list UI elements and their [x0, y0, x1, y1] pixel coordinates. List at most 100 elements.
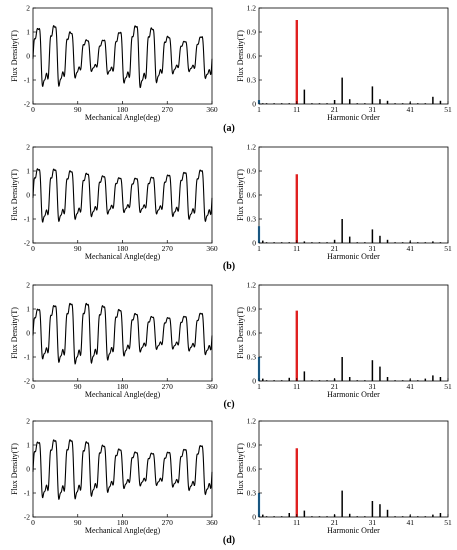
- waveform-0-xtick-label: 360: [206, 105, 218, 114]
- waveform-2-waveform-line: [32, 302, 213, 365]
- harmonic-1-ytick-label: 0.6: [247, 191, 257, 200]
- waveform-1-ytick-label: 2: [26, 143, 30, 152]
- harmonic-0-xlabel: Harmonic Order: [327, 113, 380, 122]
- harmonic-2-ytick-label: 1.2: [247, 281, 257, 290]
- harmonic-3-xtick-label: 1: [257, 518, 261, 527]
- harmonic-1-ytick-label: 0.9: [247, 167, 257, 176]
- panel-label: (d): [223, 535, 235, 546]
- harmonic-3-ytick-label: 1.2: [247, 417, 257, 426]
- waveform-2-ytick-label: 1: [26, 305, 30, 314]
- waveform-0-ytick-label: 0: [26, 52, 30, 61]
- harmonic-3-xtick-label: 31: [369, 518, 377, 527]
- panel-label: (b): [223, 261, 235, 272]
- harmonic-0-xtick-label: 11: [293, 105, 300, 114]
- harmonic-0-ytick-label: 0: [252, 100, 256, 109]
- waveform-1-xlabel: Mechanical Angle(deg): [85, 252, 161, 261]
- waveform-2-ytick-label: 2: [26, 281, 30, 290]
- waveform-0-waveform-line: [32, 24, 213, 89]
- harmonic-2-xtick-label: 51: [444, 382, 452, 391]
- harmonic-2-xtick-label: 31: [369, 382, 377, 391]
- waveform-0-ytick-label: -2: [24, 100, 30, 109]
- waveform-2-xtick-label: 0: [31, 382, 35, 391]
- harmonic-0-xtick-label: 41: [406, 105, 414, 114]
- harmonic-2-xtick-label: 21: [331, 382, 339, 391]
- harmonic-3-ylabel: Flux Density(T): [236, 443, 245, 495]
- harmonic-1-xtick-label: 41: [406, 244, 414, 253]
- harmonic-1-xlabel: Harmonic Order: [327, 252, 380, 261]
- waveform-2-xtick-label: 270: [162, 382, 174, 391]
- harmonic-0-ytick-label: 0.9: [247, 28, 257, 37]
- waveform-3-ytick-label: -1: [24, 489, 30, 498]
- waveform-2-ytick-label: -1: [24, 353, 30, 362]
- harmonic-3-xtick-label: 21: [331, 518, 339, 527]
- waveform-0-xtick-label: 180: [117, 105, 129, 114]
- waveform-0-ytick-label: -1: [24, 76, 30, 85]
- waveform-2-xlabel: Mechanical Angle(deg): [85, 390, 161, 399]
- harmonic-0-ytick-label: 0.3: [247, 76, 257, 85]
- harmonic-2-frame: [258, 284, 449, 382]
- harmonic-1-frame: [258, 146, 449, 244]
- waveform-1-xtick-label: 360: [206, 244, 218, 253]
- waveform-1-xtick-label: 90: [74, 244, 82, 253]
- harmonic-1-ylabel: Flux Density(T): [236, 169, 245, 221]
- waveform-1-xtick-label: 0: [31, 244, 35, 253]
- waveform-3-waveform-line: [32, 439, 213, 501]
- waveform-3-ytick-label: 2: [26, 417, 30, 426]
- waveform-3-ytick-label: 0: [26, 465, 30, 474]
- waveform-1-ytick-label: -1: [24, 215, 30, 224]
- waveform-2-xtick-label: 90: [74, 382, 82, 391]
- waveform-1-xtick-label: 270: [162, 244, 174, 253]
- waveform-1-xtick-label: 180: [117, 244, 129, 253]
- harmonic-1-xtick-label: 11: [293, 244, 300, 253]
- waveform-3-ylabel: Flux Density(T): [10, 443, 19, 495]
- waveform-0-xtick-label: 90: [74, 105, 82, 114]
- panel-label: (c): [223, 399, 234, 410]
- harmonic-0-xtick-label: 31: [369, 105, 377, 114]
- harmonic-2-ylabel: Flux Density(T): [236, 307, 245, 359]
- harmonic-3-xtick-label: 51: [444, 518, 452, 527]
- harmonic-2-xtick-label: 41: [406, 382, 414, 391]
- harmonic-1-ytick-label: 0.3: [247, 215, 257, 224]
- harmonic-0-xtick-label: 51: [444, 105, 452, 114]
- harmonic-0-ytick-label: 0.6: [247, 52, 257, 61]
- harmonic-2-xtick-label: 11: [293, 382, 300, 391]
- waveform-0-xtick-label: 0: [31, 105, 35, 114]
- waveform-0-xtick-label: 270: [162, 105, 174, 114]
- waveform-1-ytick-label: 0: [26, 191, 30, 200]
- waveform-0-ytick-label: 1: [26, 28, 30, 37]
- harmonic-3-frame: [258, 420, 449, 518]
- harmonic-3-ytick-label: 0.3: [247, 489, 257, 498]
- harmonic-2-ytick-label: 0: [252, 377, 256, 386]
- harmonic-2-ytick-label: 0.9: [247, 305, 257, 314]
- waveform-1-waveform-line: [32, 168, 213, 223]
- waveform-2-ytick-label: 0: [26, 329, 30, 338]
- harmonic-0-frame: [258, 7, 449, 105]
- harmonic-1-ytick-label: 1.2: [247, 143, 257, 152]
- waveform-3-xtick-label: 360: [206, 518, 218, 527]
- harmonic-3-ytick-label: 0.9: [247, 441, 257, 450]
- waveform-3-xtick-label: 0: [31, 518, 35, 527]
- harmonic-0-xtick-label: 1: [257, 105, 261, 114]
- waveform-1-ytick-label: 1: [26, 167, 30, 176]
- waveform-0-xlabel: Mechanical Angle(deg): [85, 113, 161, 122]
- harmonic-2-xtick-label: 1: [257, 382, 261, 391]
- harmonic-0-ytick-label: 1.2: [247, 4, 257, 13]
- harmonic-1-xtick-label: 1: [257, 244, 261, 253]
- harmonic-3-xtick-label: 11: [293, 518, 300, 527]
- waveform-0-ylabel: Flux Density(T): [10, 30, 19, 82]
- harmonic-1-xtick-label: 21: [331, 244, 339, 253]
- waveform-chart-1: 0 90 180 270 360 -2 -1 0 1 2 Mechanical Angle(deg)…: [10, 143, 218, 262]
- waveform-3-xtick-label: 90: [74, 518, 82, 527]
- waveform-3-xtick-label: 270: [162, 518, 174, 527]
- waveform-2-xtick-label: 180: [117, 382, 129, 391]
- waveform-chart-0: 0 90 180 270 360 -2 -1 0 1 2 Mechanical Angle(deg)…: [10, 4, 218, 123]
- harmonic-1-xtick-label: 31: [369, 244, 377, 253]
- harmonic-2-ytick-label: 0.3: [247, 353, 257, 362]
- waveform-1-ytick-label: -2: [24, 239, 30, 248]
- harmonic-2-xlabel: Harmonic Order: [327, 390, 380, 399]
- harmonic-2-ytick-label: 0.6: [247, 329, 257, 338]
